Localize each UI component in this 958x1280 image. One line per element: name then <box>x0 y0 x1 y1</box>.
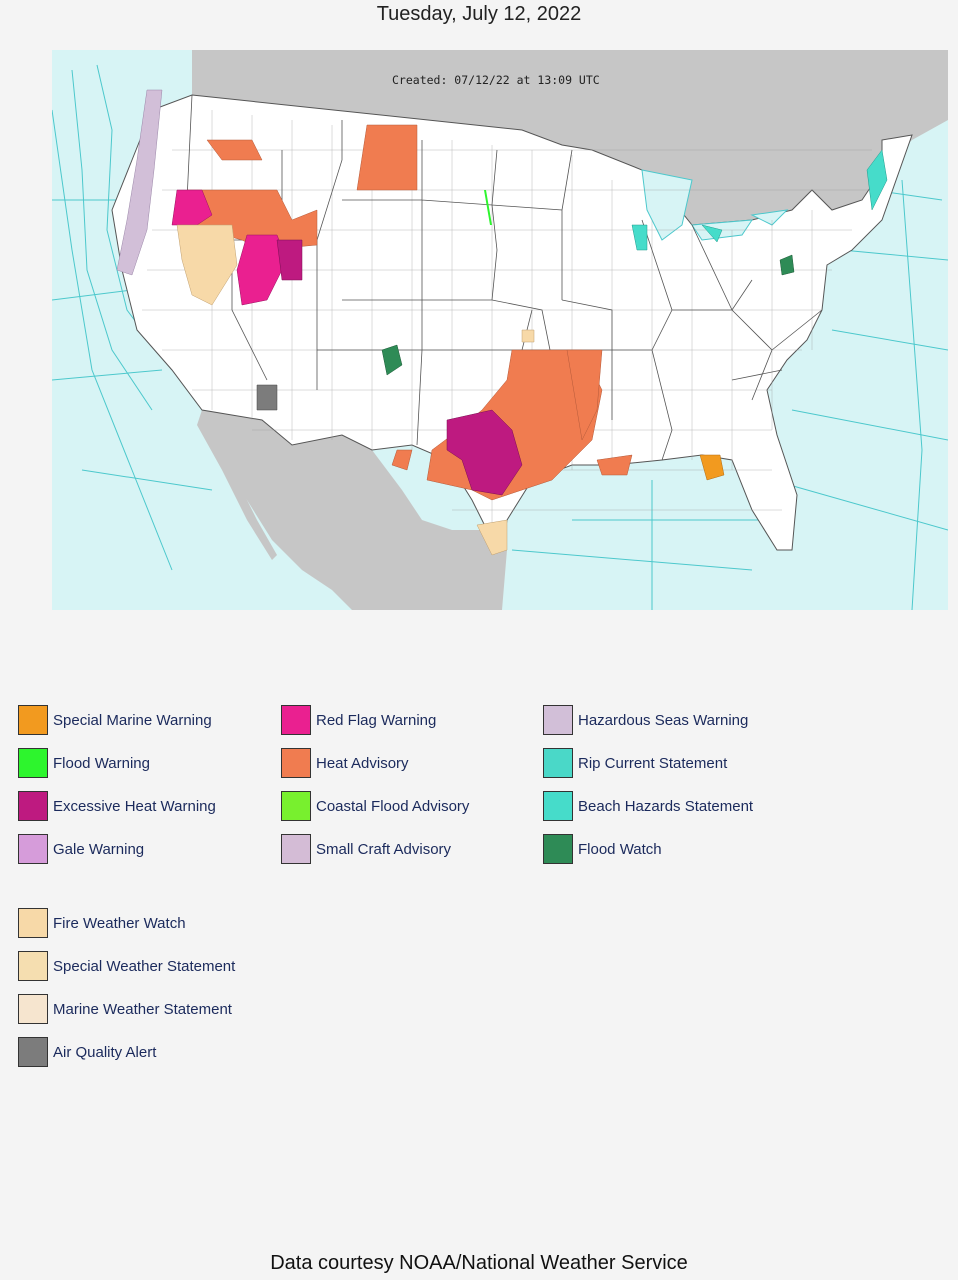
legend-label: Air Quality Alert <box>53 1043 157 1061</box>
data-credit: Data courtesy NOAA/National Weather Serv… <box>270 1252 688 1274</box>
legend-item-excessive-heat-warning: Excessive Heat Warning <box>18 790 216 822</box>
page-title-date: Tuesday, July 12, 2022 <box>376 3 582 25</box>
legend-label: Special Weather Statement <box>53 957 236 975</box>
legend-item-red-flag-warning: Red Flag Warning <box>281 704 436 736</box>
legend-label: Gale Warning <box>53 840 145 858</box>
fire-weather-watch-areas <box>176 224 535 556</box>
legend-label: Excessive Heat Warning <box>53 797 216 815</box>
weather-alerts-map[interactable]: Created: 07/12/22 at 13:09 UTC <box>52 50 948 610</box>
legend-swatch <box>281 834 311 864</box>
legend-label: Marine Weather Statement <box>53 1000 232 1018</box>
beach-hazards-areas <box>631 149 888 251</box>
legend-swatch <box>281 791 311 821</box>
legend-swatch <box>18 908 48 938</box>
flood-watch-area-east <box>779 254 795 276</box>
legend-item-air-quality-alert: Air Quality Alert <box>18 1036 156 1068</box>
legend-item-small-craft-advisory: Small Craft Advisory <box>281 833 451 865</box>
contiguous-us <box>111 94 913 552</box>
legend-label: Fire Weather Watch <box>53 914 186 932</box>
map-graphic <box>52 50 948 610</box>
legend-item-coastal-flood-advisory: Coastal Flood Advisory <box>281 790 469 822</box>
special-marine-warning-area <box>699 454 725 481</box>
legend-label: Heat Advisory <box>316 754 409 772</box>
legend-label: Hazardous Seas Warning <box>578 711 749 729</box>
legend-swatch <box>18 748 48 778</box>
legend-label: Rip Current Statement <box>578 754 728 772</box>
legend-swatch <box>281 705 311 735</box>
great-lakes <box>641 169 789 241</box>
legend-swatch <box>543 834 573 864</box>
legend-item-heat-advisory: Heat Advisory <box>281 747 409 779</box>
canada-landmass <box>192 50 948 225</box>
legend-item-special-marine-warning: Special Marine Warning <box>18 704 212 736</box>
legend-label: Special Marine Warning <box>53 711 212 729</box>
legend-swatch <box>18 951 48 981</box>
legend-item-hazardous-seas-warning: Hazardous Seas Warning <box>543 704 748 736</box>
legend-swatch <box>281 748 311 778</box>
flood-warning-area <box>484 190 492 225</box>
atlantic-marine-zones <box>511 179 948 610</box>
legend-swatch <box>18 994 48 1024</box>
legend-item-special-weather-statement: Special Weather Statement <box>18 950 235 982</box>
legend-swatch <box>543 748 573 778</box>
map-created-timestamp: Created: 07/12/22 at 13:09 UTC <box>392 73 600 87</box>
legend-swatch <box>543 705 573 735</box>
legend-swatch <box>18 834 48 864</box>
legend-label: Coastal Flood Advisory <box>316 797 470 815</box>
legend-item-flood-warning: Flood Warning <box>18 747 150 779</box>
air-quality-alert-area <box>256 384 278 411</box>
red-flag-warning-areas <box>171 189 288 306</box>
baja-landmass <box>197 410 277 560</box>
legend-label: Flood Watch <box>578 840 662 858</box>
legend-swatch <box>18 1037 48 1067</box>
legend-label: Beach Hazards Statement <box>578 797 754 815</box>
legend-label: Red Flag Warning <box>316 711 437 729</box>
legend-swatch <box>18 705 48 735</box>
legend-item-marine-weather-statement: Marine Weather Statement <box>18 993 232 1025</box>
excessive-heat-warning-areas <box>276 239 523 496</box>
legend-swatch <box>543 791 573 821</box>
mexico-landmass <box>202 410 507 610</box>
legend-swatch <box>18 791 48 821</box>
flood-watch-area <box>381 344 403 376</box>
legend-item-beach-hazards-statement: Beach Hazards Statement <box>543 790 753 822</box>
legend-item-rip-current-statement: Rip Current Statement <box>543 747 727 779</box>
hazardous-seas-pacific-area <box>116 89 163 276</box>
legend-label: Flood Warning <box>53 754 150 772</box>
alert-legend: Special Marine Warning Flood Warning Exc… <box>18 704 938 1084</box>
legend-label: Small Craft Advisory <box>316 840 452 858</box>
legend-item-gale-warning: Gale Warning <box>18 833 144 865</box>
legend-item-flood-watch: Flood Watch <box>543 833 662 865</box>
legend-item-fire-weather-watch: Fire Weather Watch <box>18 907 186 939</box>
